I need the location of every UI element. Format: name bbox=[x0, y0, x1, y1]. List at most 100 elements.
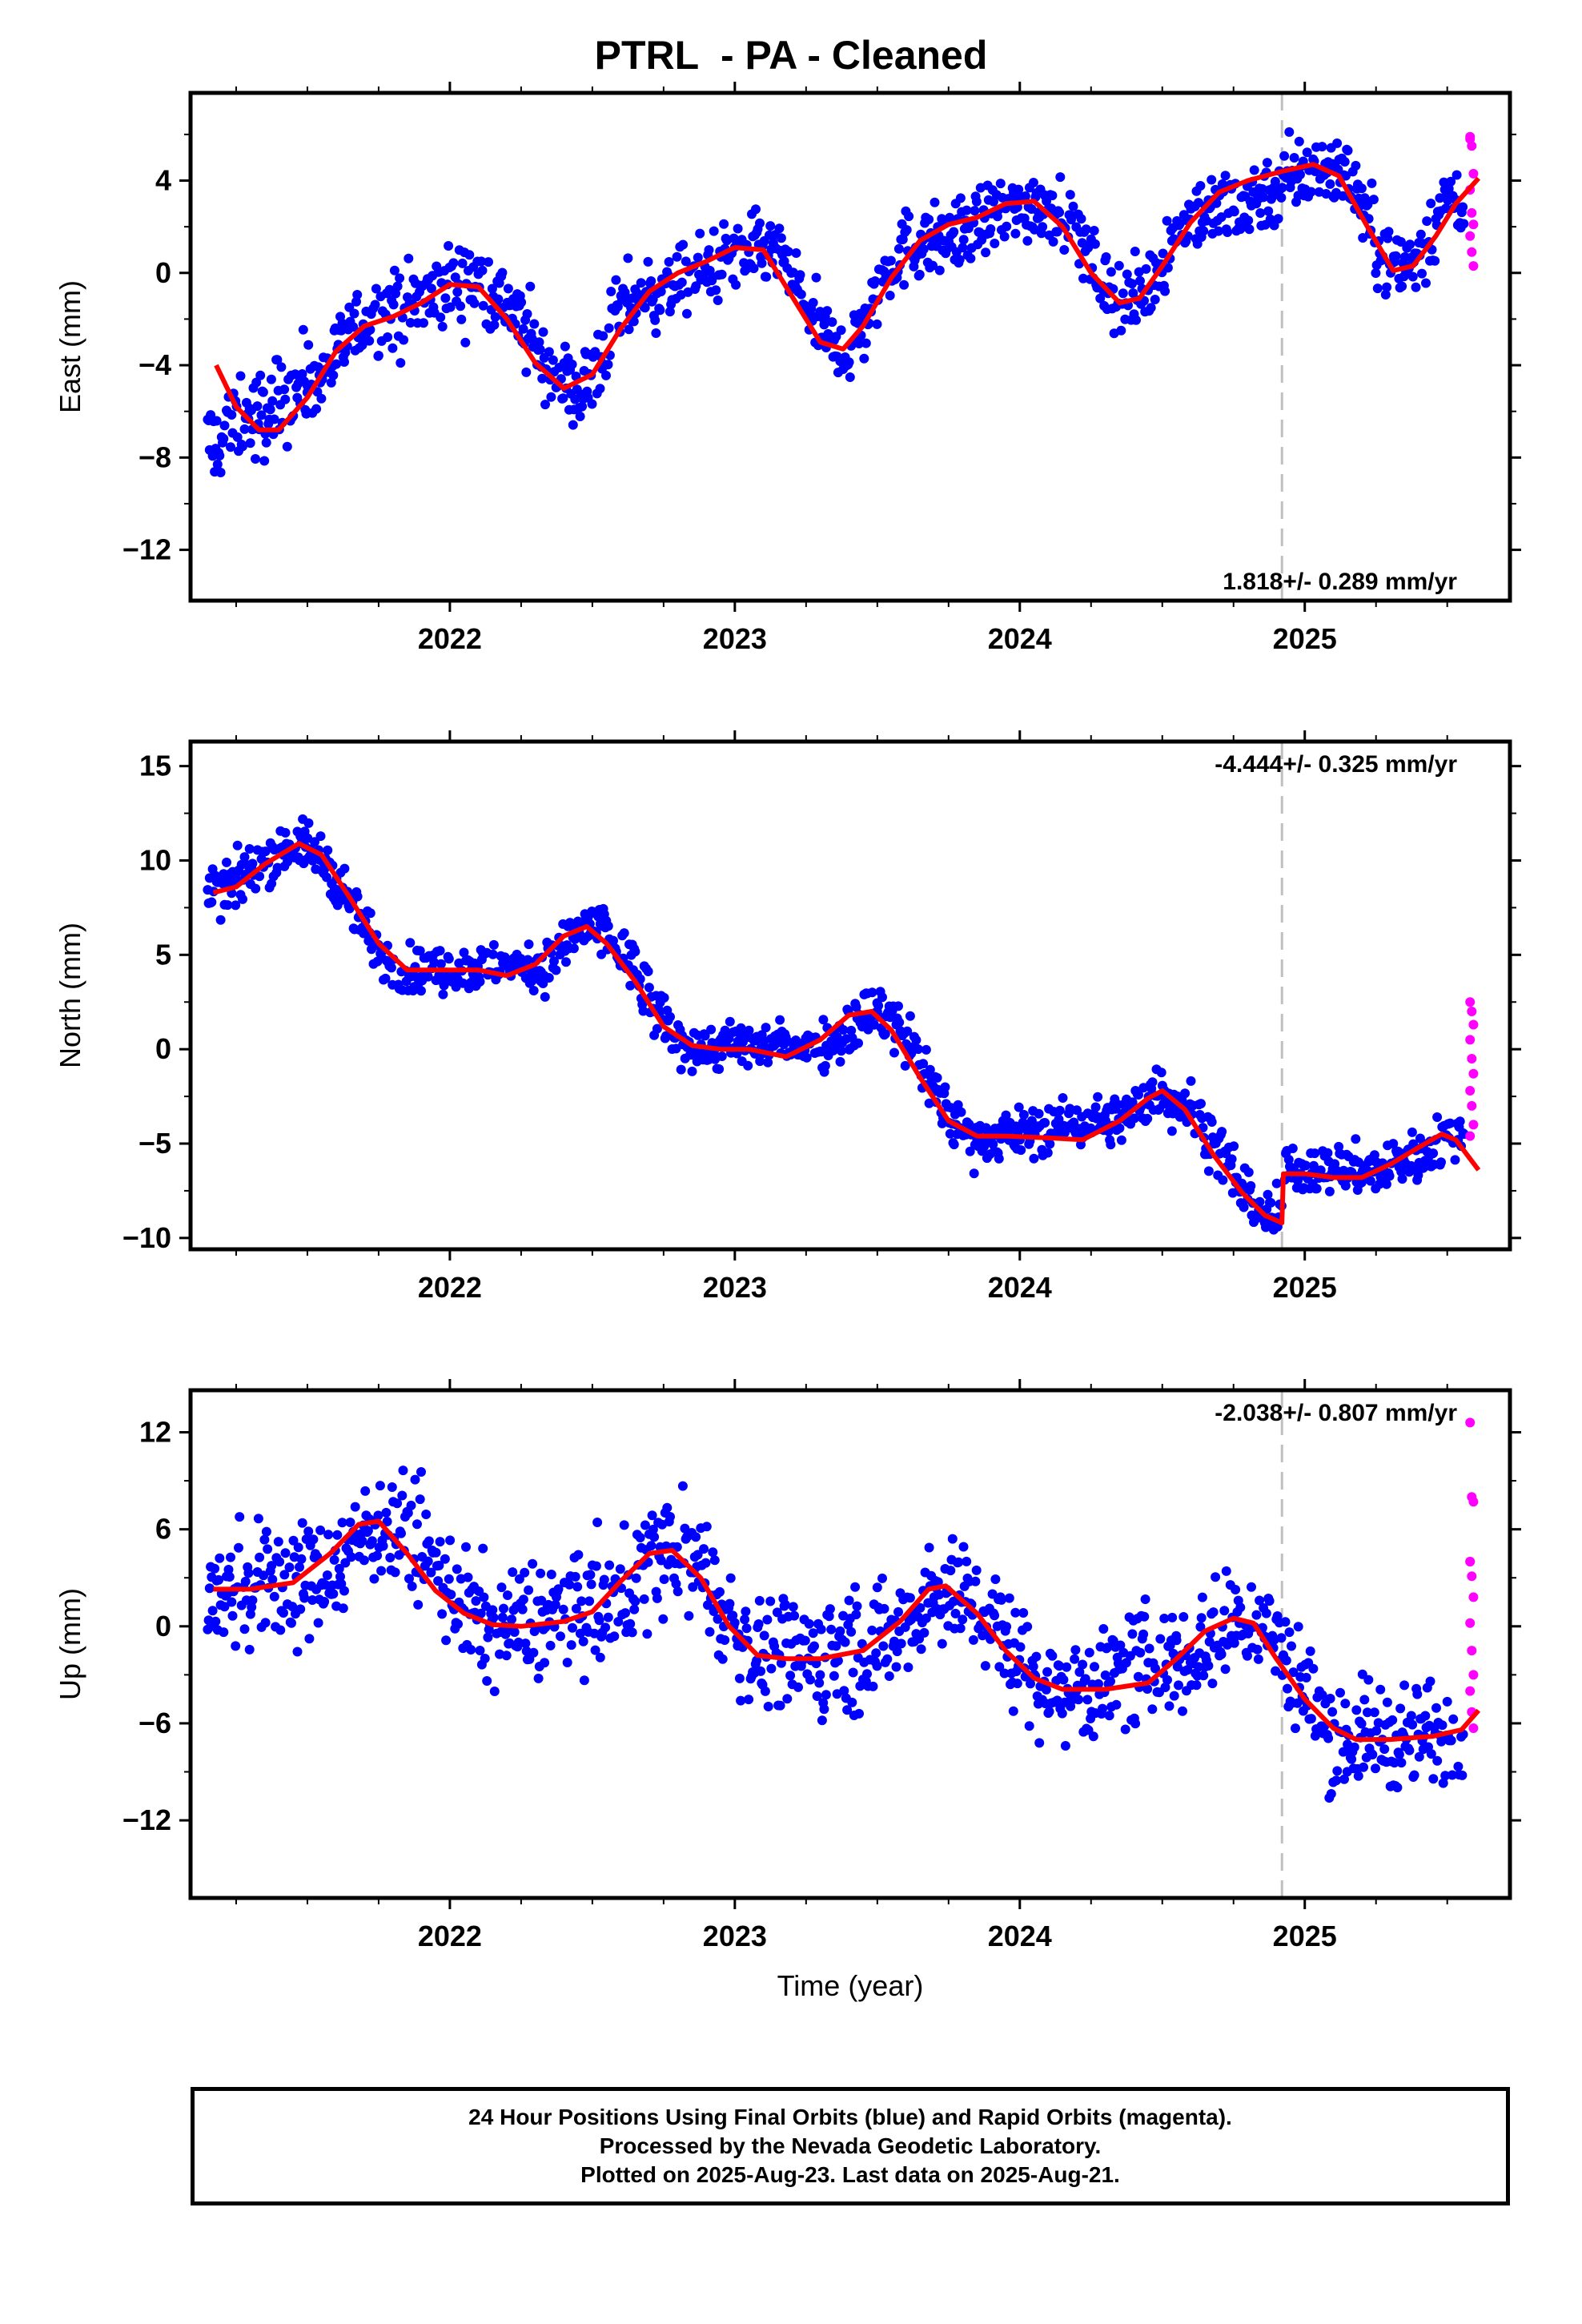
final-point bbox=[945, 212, 955, 223]
final-point bbox=[646, 276, 656, 286]
final-point bbox=[1135, 1647, 1146, 1658]
final-point bbox=[255, 871, 265, 882]
model-fit-line bbox=[212, 841, 1481, 1225]
final-point bbox=[851, 1610, 861, 1620]
final-point bbox=[537, 373, 548, 384]
final-point bbox=[601, 370, 611, 380]
final-point bbox=[744, 1695, 754, 1705]
final-point bbox=[760, 1686, 770, 1696]
final-point bbox=[518, 1594, 528, 1605]
final-point bbox=[1244, 224, 1255, 235]
final-point bbox=[925, 1064, 935, 1075]
final-point bbox=[1229, 207, 1239, 217]
final-point bbox=[503, 283, 513, 294]
final-point bbox=[313, 1618, 323, 1628]
final-point bbox=[227, 1597, 237, 1607]
final-point bbox=[382, 1517, 392, 1526]
x-tick-label: 2022 bbox=[418, 622, 482, 655]
final-point bbox=[809, 1641, 819, 1651]
final-point bbox=[776, 233, 786, 243]
final-point bbox=[260, 846, 271, 857]
rapid-point bbox=[1467, 1054, 1477, 1063]
final-point bbox=[508, 1567, 518, 1578]
final-point bbox=[275, 1557, 285, 1567]
final-point bbox=[1273, 214, 1283, 224]
final-point bbox=[1020, 191, 1030, 201]
final-point bbox=[357, 1536, 367, 1546]
final-point bbox=[332, 1530, 343, 1540]
final-point bbox=[905, 1011, 915, 1021]
final-point bbox=[1196, 1099, 1206, 1109]
final-point bbox=[1065, 190, 1075, 200]
final-point bbox=[861, 338, 871, 348]
final-point bbox=[595, 1652, 605, 1663]
final-point bbox=[240, 1576, 251, 1586]
final-point bbox=[1014, 1102, 1024, 1112]
x-tick-label: 2023 bbox=[703, 1920, 767, 1952]
rapid-point bbox=[1465, 1686, 1476, 1696]
final-point bbox=[345, 1518, 355, 1527]
final-point bbox=[269, 414, 279, 424]
final-point bbox=[592, 1518, 603, 1527]
caption-box: 24 Hour Positions Using Final Orbits (bl… bbox=[191, 2087, 1510, 2205]
y-tick-label: 15 bbox=[139, 750, 171, 782]
final-point bbox=[544, 973, 554, 983]
final-point bbox=[434, 1560, 444, 1570]
final-point bbox=[873, 1000, 884, 1011]
final-point bbox=[279, 384, 290, 395]
final-point bbox=[808, 298, 818, 308]
final-point bbox=[348, 322, 359, 332]
final-point bbox=[643, 967, 653, 976]
final-point bbox=[1332, 1766, 1343, 1776]
final-point bbox=[1363, 1707, 1372, 1718]
final-point bbox=[469, 298, 480, 308]
final-point bbox=[349, 308, 359, 319]
final-point bbox=[599, 1574, 609, 1585]
final-point bbox=[576, 1596, 587, 1606]
final-point bbox=[1054, 207, 1065, 218]
final-point bbox=[478, 300, 488, 311]
final-point bbox=[538, 979, 548, 988]
final-point bbox=[1120, 1724, 1130, 1735]
final-point bbox=[1310, 1148, 1320, 1159]
rapid-point bbox=[1465, 1618, 1476, 1628]
final-point bbox=[932, 1072, 942, 1083]
final-point bbox=[611, 275, 621, 285]
final-point bbox=[436, 959, 446, 969]
final-point bbox=[352, 290, 363, 300]
final-point bbox=[812, 1691, 822, 1701]
final-point bbox=[772, 1607, 782, 1618]
final-point bbox=[885, 291, 895, 300]
final-point bbox=[1164, 1701, 1174, 1711]
plot-frame bbox=[188, 90, 1512, 603]
final-point bbox=[307, 855, 318, 866]
final-point bbox=[471, 1596, 481, 1606]
final-point bbox=[1395, 237, 1406, 247]
final-point bbox=[461, 1542, 471, 1552]
final-point bbox=[709, 226, 719, 236]
final-point bbox=[848, 1667, 858, 1678]
final-point bbox=[962, 205, 972, 215]
final-point bbox=[1436, 1157, 1446, 1168]
final-point bbox=[426, 283, 436, 294]
final-point bbox=[365, 908, 375, 919]
final-point bbox=[528, 986, 539, 995]
y-tick-label: 12 bbox=[139, 1415, 171, 1448]
final-point bbox=[370, 300, 380, 310]
final-point bbox=[921, 1613, 931, 1623]
final-point bbox=[743, 1060, 753, 1071]
final-point bbox=[893, 243, 904, 254]
final-point bbox=[775, 1015, 785, 1025]
final-point bbox=[1302, 147, 1312, 158]
final-point bbox=[1356, 183, 1367, 194]
final-point bbox=[902, 1026, 913, 1036]
final-point bbox=[1058, 1675, 1069, 1685]
final-point bbox=[624, 324, 634, 335]
y-tick-label: 0 bbox=[155, 1032, 171, 1065]
final-point bbox=[255, 370, 266, 380]
final-point bbox=[1221, 1566, 1231, 1576]
final-point bbox=[1391, 251, 1401, 261]
final-point bbox=[575, 1628, 585, 1638]
final-point bbox=[1022, 235, 1033, 246]
final-point bbox=[424, 1536, 434, 1546]
